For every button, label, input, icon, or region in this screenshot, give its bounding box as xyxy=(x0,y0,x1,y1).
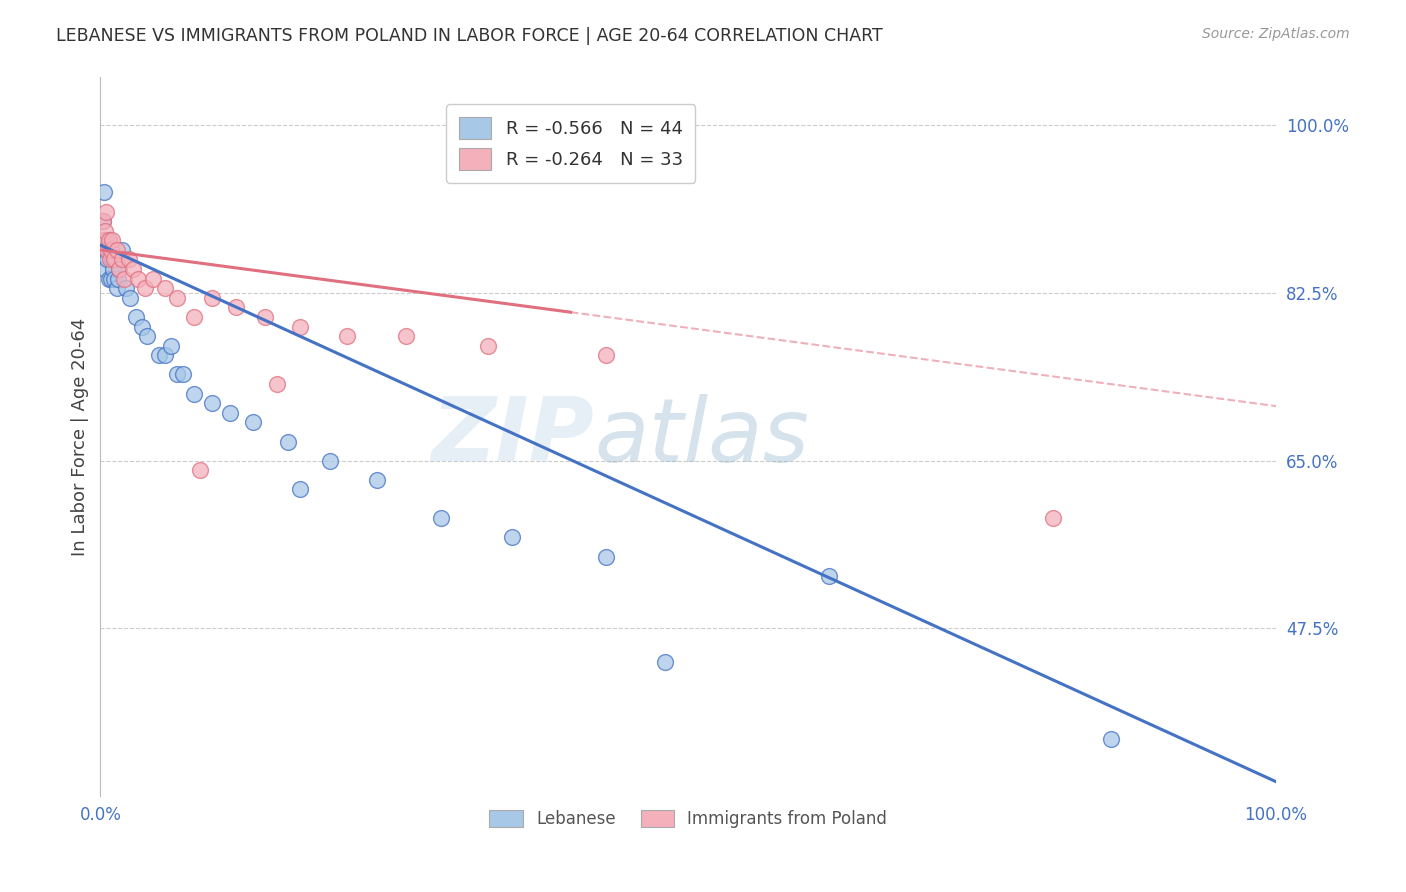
Point xyxy=(93,243,115,257)
Point xyxy=(100,271,122,285)
Point xyxy=(97,271,120,285)
Point xyxy=(242,416,264,430)
Point xyxy=(595,348,617,362)
Point xyxy=(108,262,131,277)
Point xyxy=(93,186,115,200)
Point xyxy=(103,252,125,267)
Point xyxy=(96,252,118,267)
Point xyxy=(395,329,418,343)
Point xyxy=(105,281,128,295)
Point xyxy=(100,243,122,257)
Point xyxy=(595,549,617,564)
Point xyxy=(103,262,125,277)
Point xyxy=(188,463,211,477)
Y-axis label: In Labor Force | Age 20-64: In Labor Force | Age 20-64 xyxy=(72,318,89,556)
Legend: Lebanese, Immigrants from Poland: Lebanese, Immigrants from Poland xyxy=(482,803,894,835)
Point xyxy=(160,339,183,353)
Point xyxy=(96,204,118,219)
Point xyxy=(166,291,188,305)
Point xyxy=(131,319,153,334)
Point xyxy=(94,262,117,277)
Point xyxy=(266,377,288,392)
Point xyxy=(96,243,118,257)
Point xyxy=(127,271,149,285)
Point xyxy=(172,368,194,382)
Text: ZIP: ZIP xyxy=(432,393,595,480)
Text: LEBANESE VS IMMIGRANTS FROM POLAND IN LABOR FORCE | AGE 20-64 CORRELATION CHART: LEBANESE VS IMMIGRANTS FROM POLAND IN LA… xyxy=(56,27,883,45)
Point xyxy=(336,329,359,343)
Point xyxy=(183,310,205,324)
Point xyxy=(124,310,146,324)
Point xyxy=(136,329,159,343)
Point xyxy=(1101,731,1123,746)
Point xyxy=(104,252,127,267)
Point xyxy=(148,348,170,362)
Point xyxy=(96,243,118,257)
Point xyxy=(98,243,121,257)
Point xyxy=(501,530,523,544)
Point xyxy=(115,281,138,295)
Point xyxy=(107,271,129,285)
Point xyxy=(118,291,141,305)
Point xyxy=(1042,511,1064,525)
Point xyxy=(93,233,115,247)
Point xyxy=(253,310,276,324)
Point xyxy=(366,473,388,487)
Point xyxy=(153,281,176,295)
Point xyxy=(105,243,128,257)
Point xyxy=(318,454,340,468)
Point xyxy=(290,319,312,334)
Point xyxy=(94,224,117,238)
Point xyxy=(218,406,240,420)
Point xyxy=(134,281,156,295)
Point xyxy=(110,243,132,257)
Point xyxy=(201,291,224,305)
Point xyxy=(166,368,188,382)
Point xyxy=(98,252,121,267)
Point xyxy=(101,233,124,247)
Point xyxy=(96,233,118,247)
Point xyxy=(110,252,132,267)
Point xyxy=(201,396,224,410)
Text: atlas: atlas xyxy=(595,393,808,480)
Point xyxy=(112,271,135,285)
Text: Source: ZipAtlas.com: Source: ZipAtlas.com xyxy=(1202,27,1350,41)
Point xyxy=(290,483,312,497)
Point xyxy=(94,233,117,247)
Point xyxy=(122,262,145,277)
Point xyxy=(430,511,453,525)
Point xyxy=(153,348,176,362)
Point xyxy=(183,386,205,401)
Point xyxy=(277,434,299,449)
Point xyxy=(108,262,131,277)
Point xyxy=(101,252,124,267)
Point xyxy=(225,301,247,315)
Point xyxy=(103,271,125,285)
Point xyxy=(97,233,120,247)
Point xyxy=(91,214,114,228)
Point xyxy=(142,271,165,285)
Point xyxy=(117,252,139,267)
Point xyxy=(97,233,120,247)
Point xyxy=(654,655,676,669)
Point xyxy=(477,339,499,353)
Point xyxy=(91,214,114,228)
Point xyxy=(818,568,841,582)
